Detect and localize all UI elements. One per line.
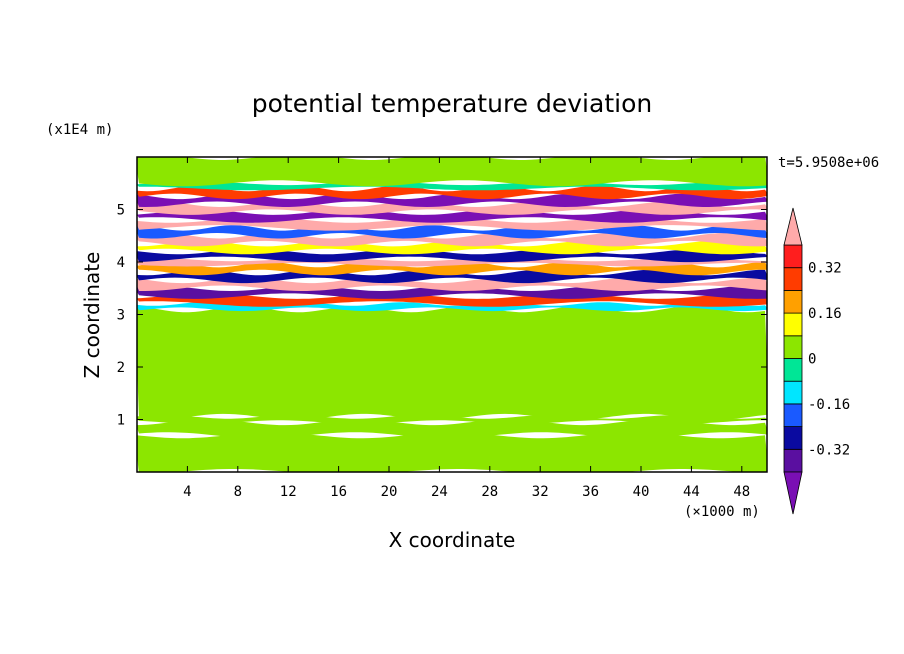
chart-title: potential temperature deviation [252, 89, 652, 118]
contour-band-21 [137, 157, 767, 187]
x-tick-label: 36 [582, 484, 599, 500]
colorbar-box [783, 426, 803, 450]
x-tick-label: 28 [481, 484, 498, 500]
contour-band-18 [137, 193, 767, 207]
colorbar-box [783, 335, 803, 359]
x-tick-label: 16 [330, 484, 347, 500]
colorbar-box [783, 448, 803, 473]
colorbar-label: 0 [808, 352, 816, 368]
y-tick-label: 3 [117, 308, 125, 324]
colorbar-max-arrow [783, 207, 803, 246]
colorbar-label: -0.16 [808, 397, 850, 413]
colorbar-box [783, 358, 803, 382]
contour-band-8 [137, 269, 767, 284]
x-tick-label: 48 [733, 484, 750, 500]
colorbar: 0.32 0.16 0 -0.16 -0.32 [783, 207, 850, 515]
contour-band-5 [137, 293, 767, 307]
contour-band-9 [137, 261, 767, 276]
y-tick-label: 5 [117, 203, 125, 219]
y-tick-label: 1 [117, 413, 125, 429]
colorbar-box [783, 312, 803, 337]
colorbar-box [783, 244, 803, 269]
x-tick-label: 12 [280, 484, 297, 500]
x-axis: 4 8 12 16 20 24 28 32 36 40 44 48 [183, 157, 750, 500]
y-unit-label: (x1E4 m) [46, 122, 113, 138]
colorbar-box [783, 289, 803, 314]
y-tick-label: 2 [117, 360, 125, 376]
colorbar-box [783, 380, 803, 405]
colorbar-box [783, 267, 803, 291]
x-tick-label: 40 [633, 484, 650, 500]
colorbar-label: 0.32 [808, 261, 842, 277]
x-tick-label: 4 [183, 484, 191, 500]
y-axis: 1 2 3 4 5 [117, 203, 767, 429]
colorbar-min-arrow [783, 471, 803, 515]
colorbar-box [783, 403, 803, 427]
x-tick-label: 24 [431, 484, 448, 500]
contour-band-3 [137, 306, 767, 420]
contour-band-14 [137, 225, 767, 239]
x-tick-label: 32 [532, 484, 549, 500]
contour-band-16 [137, 209, 767, 223]
x-tick-label: 44 [683, 484, 700, 500]
x-tick-label: 8 [234, 484, 242, 500]
contour-band-1 [137, 419, 767, 439]
contour-band-11 [137, 248, 767, 263]
x-axis-label: X coordinate [389, 528, 516, 552]
x-tick-label: 20 [381, 484, 398, 500]
contour-band-20 [137, 181, 767, 191]
y-tick-label: 4 [117, 255, 125, 271]
colorbar-label: 0.16 [808, 306, 842, 322]
colorbar-label: -0.32 [808, 442, 850, 458]
contour-band-7 [137, 277, 767, 291]
x-unit-label: (×1000 m) [684, 504, 760, 520]
contour-band-0 [137, 432, 767, 472]
time-label: t=5.9508e+06 [778, 155, 879, 171]
y-axis-label: Z coordinate [80, 252, 104, 379]
plot-area [137, 157, 767, 472]
